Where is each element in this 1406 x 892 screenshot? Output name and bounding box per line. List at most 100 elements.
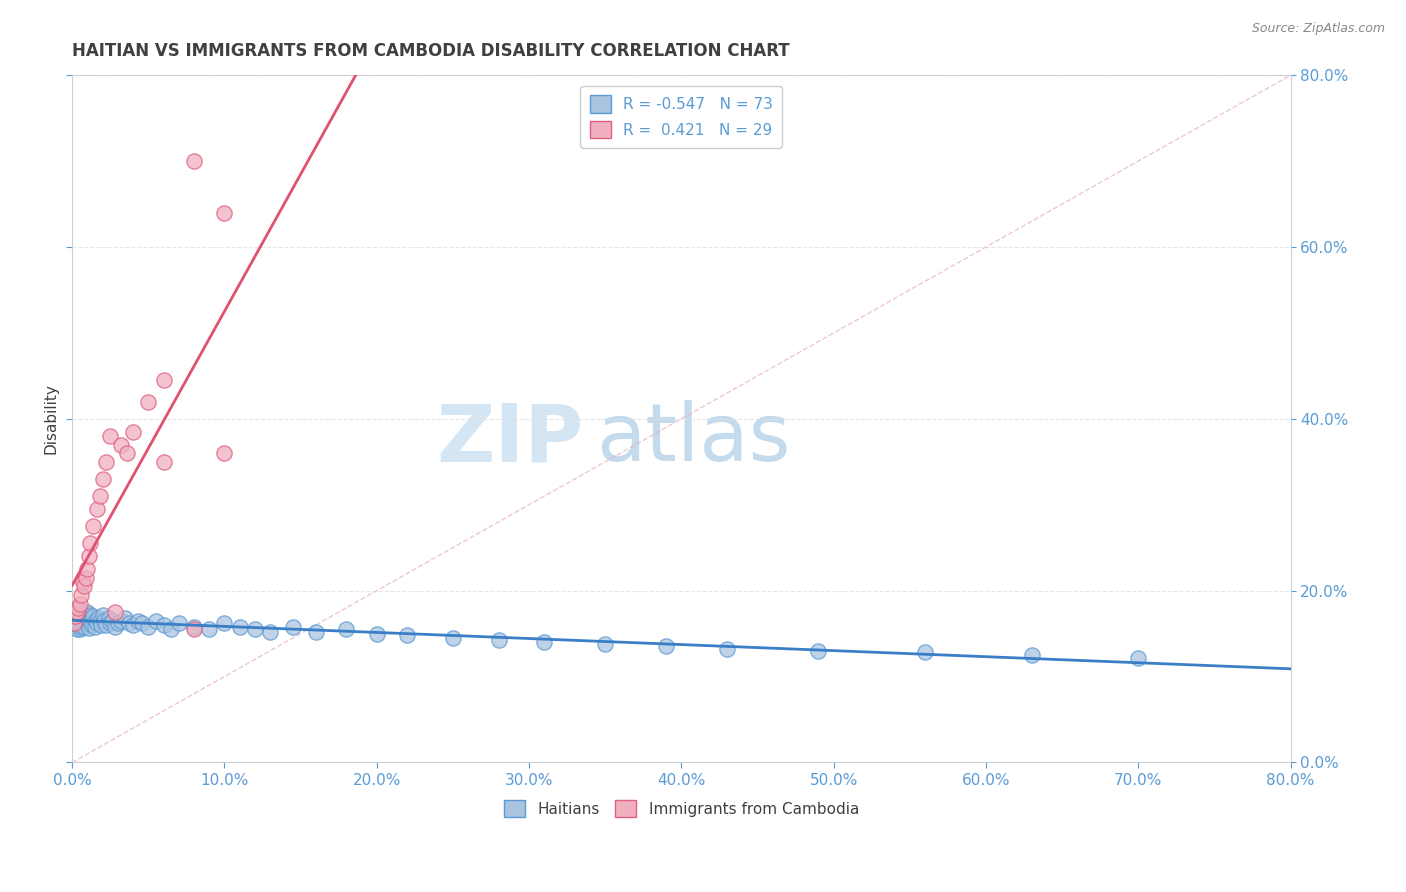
- Point: [1021, 648, 1043, 662]
- Y-axis label: Disability: Disability: [44, 384, 58, 454]
- Point: [72, 607, 94, 622]
- Point: [533, 635, 555, 649]
- Point: [136, 394, 159, 409]
- Point: [335, 622, 357, 636]
- Point: [84, 620, 107, 634]
- Point: [98, 429, 121, 443]
- Point: [70, 620, 93, 634]
- Point: [77, 621, 100, 635]
- Point: [98, 616, 121, 631]
- Point: [114, 611, 136, 625]
- Point: [104, 605, 127, 619]
- Point: [127, 614, 149, 628]
- Point: [122, 618, 145, 632]
- Point: [94, 455, 117, 469]
- Point: [72, 618, 94, 632]
- Point: [72, 611, 94, 625]
- Point: [110, 437, 132, 451]
- Point: [72, 575, 94, 590]
- Point: [62, 605, 84, 619]
- Point: [716, 642, 738, 657]
- Point: [67, 618, 90, 632]
- Text: ZIP: ZIP: [437, 401, 583, 478]
- Point: [84, 614, 107, 628]
- Point: [69, 605, 91, 619]
- Point: [93, 614, 115, 628]
- Point: [73, 579, 96, 593]
- Point: [66, 600, 89, 615]
- Point: [86, 616, 108, 631]
- Point: [110, 614, 132, 628]
- Point: [152, 455, 174, 469]
- Point: [914, 645, 936, 659]
- Point: [63, 609, 86, 624]
- Point: [77, 549, 100, 564]
- Point: [75, 616, 97, 631]
- Point: [63, 614, 86, 628]
- Point: [136, 620, 159, 634]
- Point: [593, 637, 616, 651]
- Point: [214, 205, 236, 219]
- Point: [62, 616, 84, 631]
- Point: [79, 607, 101, 622]
- Point: [807, 644, 830, 658]
- Point: [82, 609, 104, 624]
- Point: [131, 616, 153, 631]
- Point: [305, 624, 328, 639]
- Point: [79, 614, 101, 628]
- Point: [76, 605, 98, 619]
- Point: [69, 622, 91, 636]
- Point: [115, 446, 138, 460]
- Point: [1128, 650, 1150, 665]
- Point: [91, 472, 114, 486]
- Point: [214, 446, 236, 460]
- Point: [152, 373, 174, 387]
- Point: [90, 618, 112, 632]
- Point: [198, 622, 221, 636]
- Point: [100, 614, 122, 628]
- Point: [70, 588, 93, 602]
- Point: [66, 605, 89, 619]
- Point: [259, 624, 281, 639]
- Point: [73, 614, 96, 628]
- Point: [91, 607, 114, 622]
- Point: [366, 626, 388, 640]
- Text: HAITIAN VS IMMIGRANTS FROM CAMBODIA DISABILITY CORRELATION CHART: HAITIAN VS IMMIGRANTS FROM CAMBODIA DISA…: [72, 42, 790, 60]
- Point: [67, 609, 90, 624]
- Point: [86, 502, 108, 516]
- Point: [76, 562, 98, 576]
- Point: [281, 620, 304, 634]
- Point: [104, 620, 127, 634]
- Point: [67, 600, 90, 615]
- Legend: Haitians, Immigrants from Cambodia: Haitians, Immigrants from Cambodia: [498, 794, 865, 823]
- Point: [94, 618, 117, 632]
- Point: [160, 622, 183, 636]
- Point: [75, 571, 97, 585]
- Point: [70, 616, 93, 631]
- Point: [167, 616, 190, 631]
- Point: [97, 611, 120, 625]
- Point: [89, 489, 111, 503]
- Point: [89, 614, 111, 628]
- Point: [82, 519, 104, 533]
- Point: [107, 616, 129, 631]
- Point: [75, 609, 97, 624]
- Point: [76, 611, 98, 625]
- Point: [77, 615, 100, 630]
- Point: [152, 618, 174, 632]
- Point: [183, 622, 205, 636]
- Point: [228, 620, 250, 634]
- Point: [441, 631, 464, 645]
- Point: [243, 622, 266, 636]
- Point: [117, 616, 139, 631]
- Point: [122, 425, 145, 439]
- Point: [488, 633, 510, 648]
- Point: [145, 614, 167, 628]
- Text: Source: ZipAtlas.com: Source: ZipAtlas.com: [1251, 22, 1385, 36]
- Point: [396, 628, 419, 642]
- Point: [69, 597, 91, 611]
- Point: [73, 620, 96, 634]
- Point: [183, 620, 205, 634]
- Point: [655, 640, 678, 654]
- Point: [69, 614, 91, 628]
